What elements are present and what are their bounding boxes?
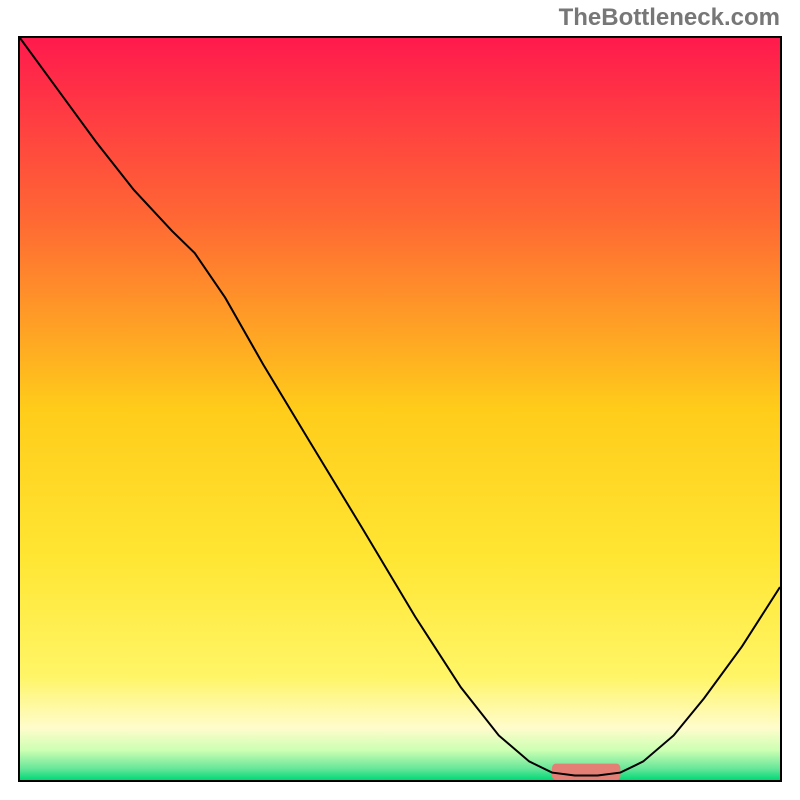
- optimal-range-bar: [552, 764, 620, 780]
- bottleneck-chart: [18, 36, 782, 782]
- attribution-text: TheBottleneck.com: [559, 4, 780, 32]
- gradient-background: [20, 38, 780, 780]
